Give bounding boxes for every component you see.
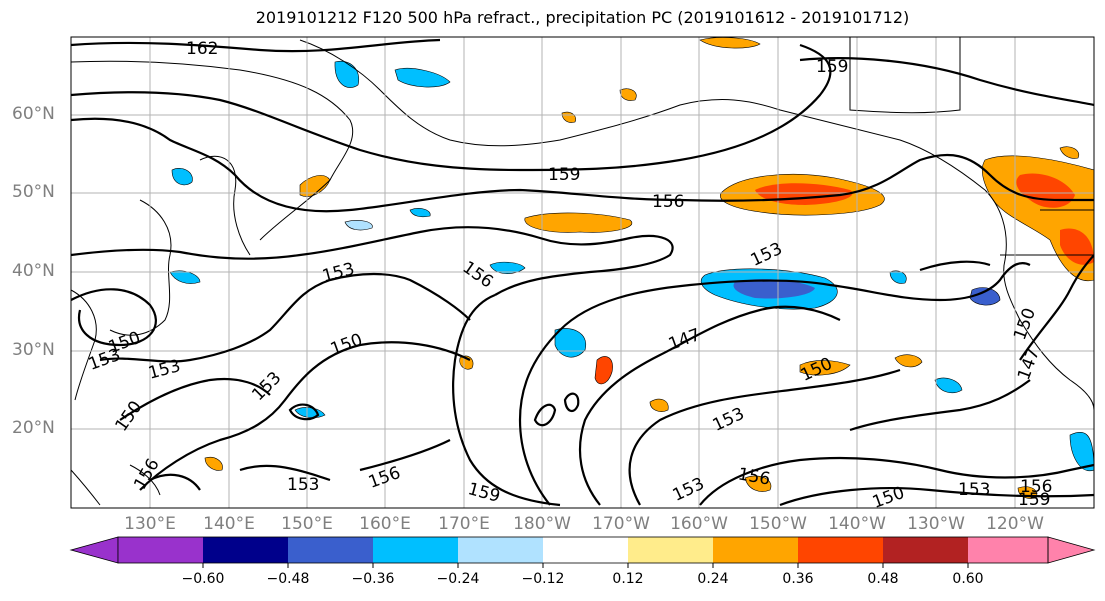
- contour-label: 153: [748, 239, 786, 271]
- contour-label: 153: [958, 480, 990, 500]
- lon-label: 150°E: [281, 514, 333, 534]
- colorbar-tick-label: 0.12: [612, 571, 644, 587]
- colorbar-segment: [628, 537, 713, 563]
- contour-label: 150: [328, 330, 365, 360]
- colorbar-segment: [373, 537, 458, 563]
- lon-label: 130°W: [907, 514, 965, 534]
- lat-label: 50°N: [12, 182, 55, 202]
- contour-label: 159: [466, 479, 503, 507]
- lon-label: 150°W: [749, 514, 807, 534]
- colorbar: [69, 536, 1096, 568]
- colorbar-tick-label: 0.60: [952, 571, 984, 587]
- lon-label: 180°W: [513, 514, 571, 534]
- lon-label: 170°E: [438, 514, 490, 534]
- lat-label: 40°N: [12, 261, 55, 281]
- colorbar-segment: [118, 537, 203, 563]
- colorbar-segment: [968, 537, 1048, 563]
- colorbar-tick-label: 0.48: [867, 571, 899, 587]
- lat-label: 60°N: [12, 104, 55, 124]
- contour-label: 156: [652, 192, 684, 212]
- lon-label: 130°E: [124, 514, 176, 534]
- contour-label: 153: [287, 475, 319, 495]
- colorbar-tick-label: 0.24: [697, 571, 729, 587]
- lon-label: 160°W: [670, 514, 728, 534]
- contour-label: 159: [548, 165, 580, 185]
- colorbar-ticks: [202, 563, 969, 568]
- contour-label: 162: [186, 39, 218, 59]
- contour-label: 156: [1020, 477, 1052, 497]
- lat-label: 30°N: [12, 340, 55, 360]
- refractivity-contours: [71, 38, 1094, 507]
- colorbar-segment: [798, 537, 883, 563]
- contour-label: 159: [1018, 490, 1050, 510]
- contour-label: 156: [736, 464, 771, 489]
- colorbar-segment: [203, 537, 288, 563]
- colorbar-tick-label: −0.60: [181, 571, 225, 587]
- colorbar-extend-left: [69, 536, 119, 564]
- plot-frame: [70, 36, 1095, 509]
- colorbar-tick-label: −0.12: [521, 571, 565, 587]
- colorbar-tick-label: −0.48: [266, 571, 310, 587]
- lat-label: 20°N: [12, 418, 55, 438]
- contour-label: 153: [248, 368, 285, 405]
- contour-label: 150: [111, 397, 146, 435]
- colorbar-tick-label: 0.36: [782, 571, 814, 587]
- contour-label: 153: [670, 474, 708, 506]
- lon-label: 160°E: [359, 514, 411, 534]
- contour-label: 153: [710, 404, 748, 436]
- contour-label: 150: [798, 354, 836, 386]
- lon-label: 140°E: [203, 514, 255, 534]
- colorbar-tick-label: −0.36: [351, 571, 395, 587]
- colorbar-frame: [117, 536, 1049, 564]
- colorbar-segment: [543, 537, 628, 563]
- contour-label: 159: [816, 57, 848, 77]
- colorbar-segment: [883, 537, 968, 563]
- colorbar-segment: [713, 537, 798, 563]
- map-title: 2019101212 F120 500 hPa refract., precip…: [255, 8, 910, 27]
- lon-label: 170°W: [592, 514, 650, 534]
- contour-labels: 162 159 159 156 153 156 153 150 153 153 …: [86, 39, 1053, 510]
- colorbar-segment: [458, 537, 543, 563]
- lon-label: 120°W: [986, 514, 1044, 534]
- colorbar-tick-label: −0.24: [436, 571, 480, 587]
- colorbar-segment: [288, 537, 373, 563]
- coastlines: [71, 37, 1094, 506]
- lon-label: 140°W: [828, 514, 886, 534]
- colorbar-extend-right: [1047, 536, 1096, 564]
- contour-label: 147: [666, 325, 703, 355]
- contour-label: 153: [320, 259, 357, 287]
